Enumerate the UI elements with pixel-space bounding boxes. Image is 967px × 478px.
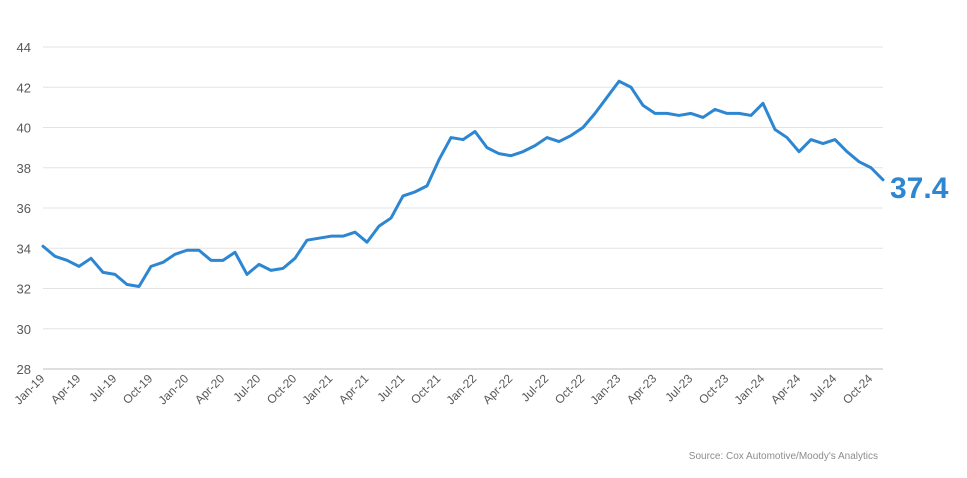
x-tick-label: Jan-23 — [588, 371, 624, 407]
x-tick-label: Jan-21 — [300, 371, 336, 407]
x-tick-label: Jan-22 — [444, 371, 480, 407]
last-value-label: 37.4 — [890, 172, 949, 205]
x-tick-label: Apr-20 — [192, 371, 228, 407]
x-tick-label: Oct-22 — [552, 371, 588, 407]
x-tick-label: Jul-19 — [86, 371, 119, 404]
y-tick-label: 42 — [17, 80, 31, 95]
x-tick-label: Jul-23 — [662, 371, 695, 404]
x-tick-label: Oct-19 — [120, 371, 156, 407]
source-note: Source: Cox Automotive/Moody's Analytics — [689, 451, 878, 462]
x-tick-label: Apr-19 — [48, 371, 84, 407]
y-tick-label: 34 — [17, 241, 31, 256]
y-tick-label: 28 — [17, 362, 31, 377]
x-tick-label: Apr-21 — [336, 371, 372, 407]
y-tick-label: 36 — [17, 201, 31, 216]
x-tick-label: Jan-20 — [156, 371, 192, 407]
y-tick-label: 38 — [17, 161, 31, 176]
y-tick-label: 30 — [17, 322, 31, 337]
x-tick-label: Jan-24 — [732, 371, 768, 407]
x-tick-label: Oct-20 — [264, 371, 300, 407]
x-tick-label: Apr-22 — [480, 371, 516, 407]
x-tick-label: Oct-23 — [696, 371, 732, 407]
y-tick-label: 32 — [17, 282, 31, 297]
series-line — [41, 79, 885, 288]
x-tick-label: Jul-24 — [806, 371, 839, 404]
x-tick-label: Jul-21 — [374, 371, 407, 404]
x-tick-label: Jul-22 — [518, 371, 551, 404]
x-tick-label: Oct-24 — [840, 371, 876, 407]
gridlines — [43, 46, 883, 370]
x-tick-label: Apr-23 — [624, 371, 660, 407]
x-axis-tick-labels: Jan-19 Apr-19 Jul-19 Oct-19 Jan-20 Apr-20 Jul-… — [12, 371, 876, 407]
y-axis-tick-labels: 28 30 32 34 36 38 40 42 44 — [17, 40, 31, 377]
y-tick-label: 40 — [17, 121, 31, 136]
x-tick-label: Oct-21 — [408, 371, 444, 407]
y-tick-label: 44 — [17, 40, 31, 55]
x-tick-label: Apr-24 — [768, 371, 804, 407]
x-tick-label: Jul-20 — [230, 371, 263, 404]
